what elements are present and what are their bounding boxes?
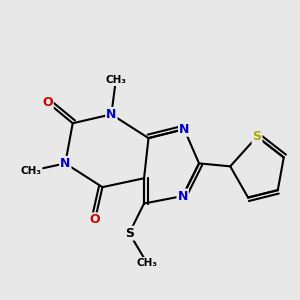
Text: CH₃: CH₃	[105, 75, 126, 85]
Text: N: N	[60, 157, 70, 170]
Text: O: O	[42, 96, 53, 109]
Text: N: N	[179, 123, 189, 136]
Text: N: N	[106, 108, 116, 121]
Text: N: N	[178, 190, 188, 202]
Text: S: S	[125, 227, 134, 240]
Text: CH₃: CH₃	[21, 166, 42, 176]
Text: CH₃: CH₃	[136, 258, 158, 268]
Text: O: O	[90, 213, 100, 226]
Text: S: S	[253, 130, 262, 143]
